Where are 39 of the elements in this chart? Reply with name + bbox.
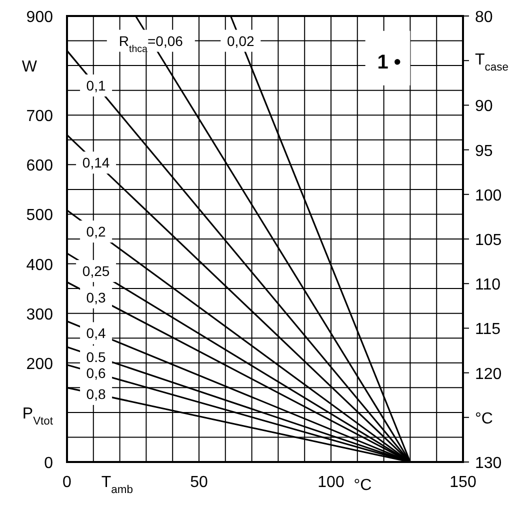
y-tick-label: 0	[44, 455, 54, 472]
annotation: 1 •	[377, 52, 401, 74]
y2-tick-label: 90	[475, 98, 493, 116]
y2-tick-label: 115	[475, 321, 501, 338]
x-axis-title: T$_{amb}$	[101, 474, 133, 496]
series-label: 0,2	[86, 224, 106, 240]
y-axis-title: P$_{Vtot}$	[22, 405, 54, 428]
y2-tick-label: 130	[475, 455, 502, 472]
y-tick-label: 600	[26, 158, 54, 175]
text: °C	[354, 477, 372, 494]
y2-tick-label: 100	[475, 187, 502, 204]
y2-tick-label: 105	[475, 232, 502, 249]
text: °C	[475, 410, 493, 428]
series-label: 0,14	[82, 154, 110, 171]
x-tick-label: 100	[318, 474, 344, 491]
y2-axis-title: T$_{case}$	[475, 52, 508, 74]
y-tick-label: 400	[26, 256, 54, 274]
y-tick-label: 500	[26, 207, 54, 224]
y2-tick-label: 110	[475, 276, 501, 294]
series-label: R$_{thca}$=0,06	[118, 32, 184, 54]
series-label: 0,25	[82, 263, 110, 280]
series-label: 0,6	[86, 365, 106, 382]
series-label: 0,4	[86, 325, 106, 342]
series-label: 0,1	[86, 77, 106, 94]
y2-tick-label: 95	[475, 142, 493, 160]
y-tick-label: 900	[26, 9, 54, 26]
y-tick-label: 700	[26, 108, 54, 126]
series-label: 0,3	[86, 289, 106, 306]
x-tick-label: 0	[62, 474, 72, 491]
y2-tick-label: 80	[475, 9, 493, 26]
series-label: 0,5	[86, 348, 106, 365]
text: W	[22, 58, 38, 76]
y2-tick-label: 120	[475, 366, 502, 383]
x-tick-label: 50	[190, 474, 208, 491]
series-label: 0,02	[227, 32, 254, 49]
y-tick-label: 200	[26, 356, 54, 373]
series-label: 0,8	[86, 386, 106, 402]
x-tick-label: 150	[450, 474, 476, 491]
y-tick-label: 300	[26, 306, 54, 324]
